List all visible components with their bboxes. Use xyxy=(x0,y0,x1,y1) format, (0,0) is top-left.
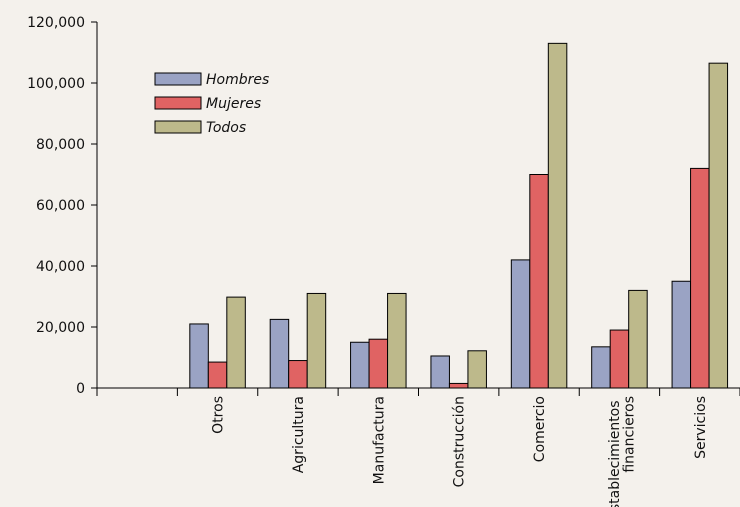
bar xyxy=(708,62,729,389)
bar xyxy=(350,341,370,389)
bar xyxy=(467,350,487,389)
y-tick-label: 120,000 xyxy=(27,15,85,31)
y-tick-label: 40,000 xyxy=(36,259,85,275)
bar xyxy=(510,259,531,389)
x-tick-label: Construcción xyxy=(452,396,468,487)
y-tick-label: 60,000 xyxy=(36,198,85,214)
bar xyxy=(288,360,308,389)
bar xyxy=(306,292,327,389)
x-tick-label: Otros xyxy=(211,396,227,434)
x-tick-label: Establecimientos financieros xyxy=(607,396,638,507)
legend-label: Hombres xyxy=(206,72,269,88)
bar xyxy=(189,323,209,389)
legend-swatch xyxy=(154,96,202,110)
x-tick-label: Comercio xyxy=(532,396,548,462)
legend-label: Mujeres xyxy=(206,96,261,112)
x-tick-label: Agricultura xyxy=(291,396,307,473)
bar xyxy=(529,174,549,389)
x-tick-label: Manufactura xyxy=(371,396,387,484)
legend-label: Todos xyxy=(206,120,246,136)
bar xyxy=(368,338,389,389)
bar xyxy=(690,167,710,389)
x-tick-label-line: Establecimientos xyxy=(607,396,623,507)
y-tick-label: 100,000 xyxy=(27,76,85,92)
bar xyxy=(448,382,469,389)
bar xyxy=(226,296,246,389)
bar xyxy=(207,361,228,389)
y-tick-label: 20,000 xyxy=(36,320,85,336)
legend-swatch xyxy=(154,72,202,86)
y-tick-label: 0 xyxy=(76,381,85,397)
bar xyxy=(547,42,568,389)
bar xyxy=(609,329,630,389)
bar xyxy=(591,346,611,389)
bar xyxy=(628,289,648,389)
x-tick-label: Servicios xyxy=(693,396,709,459)
bar xyxy=(671,280,692,389)
y-tick-label: 80,000 xyxy=(36,137,85,153)
x-tick-label-line: financieros xyxy=(621,396,637,473)
legend-swatch xyxy=(154,120,202,134)
bar xyxy=(269,318,290,389)
bar xyxy=(430,355,450,389)
bar xyxy=(387,292,407,389)
